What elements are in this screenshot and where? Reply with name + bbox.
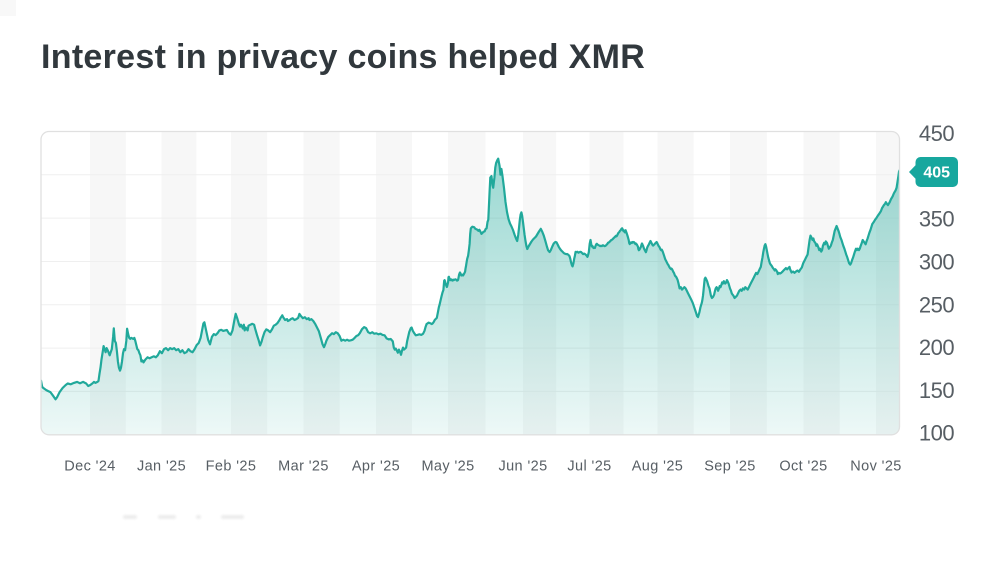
svg-text:Sep '25: Sep '25 xyxy=(704,459,756,475)
svg-text:450: 450 xyxy=(919,121,954,146)
svg-text:200: 200 xyxy=(919,335,954,360)
svg-text:Apr '25: Apr '25 xyxy=(352,459,400,475)
svg-text:May '25: May '25 xyxy=(421,459,474,475)
svg-text:350: 350 xyxy=(919,207,954,232)
svg-text:Jan '25: Jan '25 xyxy=(137,459,186,475)
svg-text:Oct '25: Oct '25 xyxy=(779,459,827,475)
svg-text:Feb '25: Feb '25 xyxy=(206,459,257,475)
svg-text:Jun '25: Jun '25 xyxy=(498,459,547,475)
svg-text:250: 250 xyxy=(919,292,954,317)
svg-text:150: 150 xyxy=(919,378,954,403)
svg-text:300: 300 xyxy=(919,250,954,275)
svg-text:405: 405 xyxy=(923,165,950,182)
svg-text:Mar '25: Mar '25 xyxy=(278,459,329,475)
svg-text:Aug '25: Aug '25 xyxy=(632,459,684,475)
svg-text:Jul '25: Jul '25 xyxy=(567,459,611,475)
svg-text:Dec '24: Dec '24 xyxy=(64,459,116,475)
svg-text:Nov '25: Nov '25 xyxy=(850,459,902,475)
svg-text:100: 100 xyxy=(919,421,954,446)
